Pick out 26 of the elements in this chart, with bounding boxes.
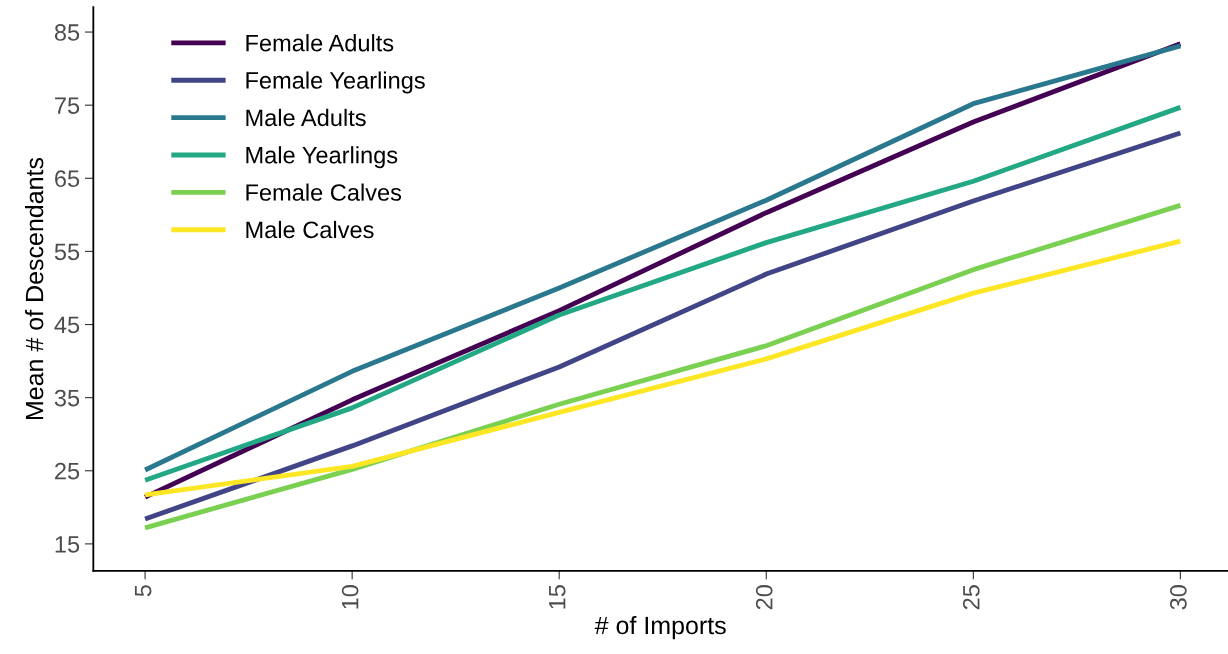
legend-label: Female Yearlings	[246, 71, 425, 94]
y-tick-label: 65	[55, 170, 80, 188]
line-series	[142, 130, 1183, 522]
legend-label: Male Adults	[246, 108, 366, 127]
x-tick-label: 20	[755, 585, 773, 610]
y-tick-label: 55	[54, 243, 80, 261]
legend-label: Female Calves	[246, 183, 402, 201]
y-tick-label: 75	[55, 97, 80, 114]
legend-label: Female Adults	[246, 34, 394, 52]
x-tick-label: 5	[134, 585, 152, 597]
line-series	[142, 104, 1183, 483]
y-axis-title: Mean # of Descendants	[25, 157, 44, 420]
x-axis-title: # of Imports	[594, 615, 726, 640]
x-tick-label: 30	[1170, 585, 1187, 610]
line-series	[142, 238, 1183, 498]
x-tick-label: 10	[341, 585, 359, 609]
y-tick-label: 15	[55, 536, 80, 553]
line-series	[142, 202, 1183, 531]
legend-label: Male Calves	[246, 220, 374, 239]
y-tick-label: 45	[54, 316, 80, 334]
x-tick-label: 25	[962, 585, 980, 610]
legend-label: Male Yearlings	[246, 146, 398, 169]
x-tick-label: 15	[549, 585, 566, 609]
y-tick-label: 25	[55, 462, 80, 480]
y-tick-label: 85	[54, 24, 80, 41]
y-tick-label: 35	[54, 389, 80, 407]
